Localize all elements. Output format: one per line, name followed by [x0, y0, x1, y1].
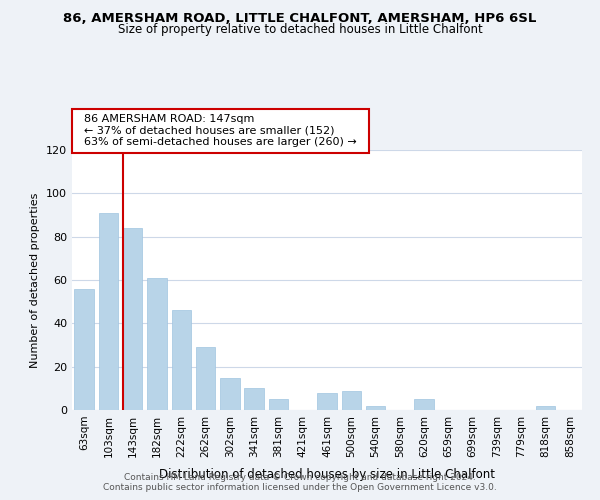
Bar	[172, 310, 191, 410]
Bar	[147, 278, 167, 410]
Y-axis label: Number of detached properties: Number of detached properties	[31, 192, 40, 368]
Bar	[269, 399, 288, 410]
Bar	[220, 378, 239, 410]
Text: Contains HM Land Registry data © Crown copyright and database right 2024.
Contai: Contains HM Land Registry data © Crown c…	[103, 473, 497, 492]
Bar	[244, 388, 264, 410]
Bar	[74, 288, 94, 410]
Bar	[536, 406, 555, 410]
Bar	[99, 213, 118, 410]
Text: 86, AMERSHAM ROAD, LITTLE CHALFONT, AMERSHAM, HP6 6SL: 86, AMERSHAM ROAD, LITTLE CHALFONT, AMER…	[64, 12, 536, 26]
X-axis label: Distribution of detached houses by size in Little Chalfont: Distribution of detached houses by size …	[159, 468, 495, 481]
Bar	[415, 399, 434, 410]
Bar	[317, 392, 337, 410]
Bar	[196, 347, 215, 410]
Text: Size of property relative to detached houses in Little Chalfont: Size of property relative to detached ho…	[118, 22, 482, 36]
Bar	[341, 390, 361, 410]
Text: 86 AMERSHAM ROAD: 147sqm
  ← 37% of detached houses are smaller (152)
  63% of s: 86 AMERSHAM ROAD: 147sqm ← 37% of detach…	[77, 114, 364, 148]
Bar	[123, 228, 142, 410]
Bar	[366, 406, 385, 410]
